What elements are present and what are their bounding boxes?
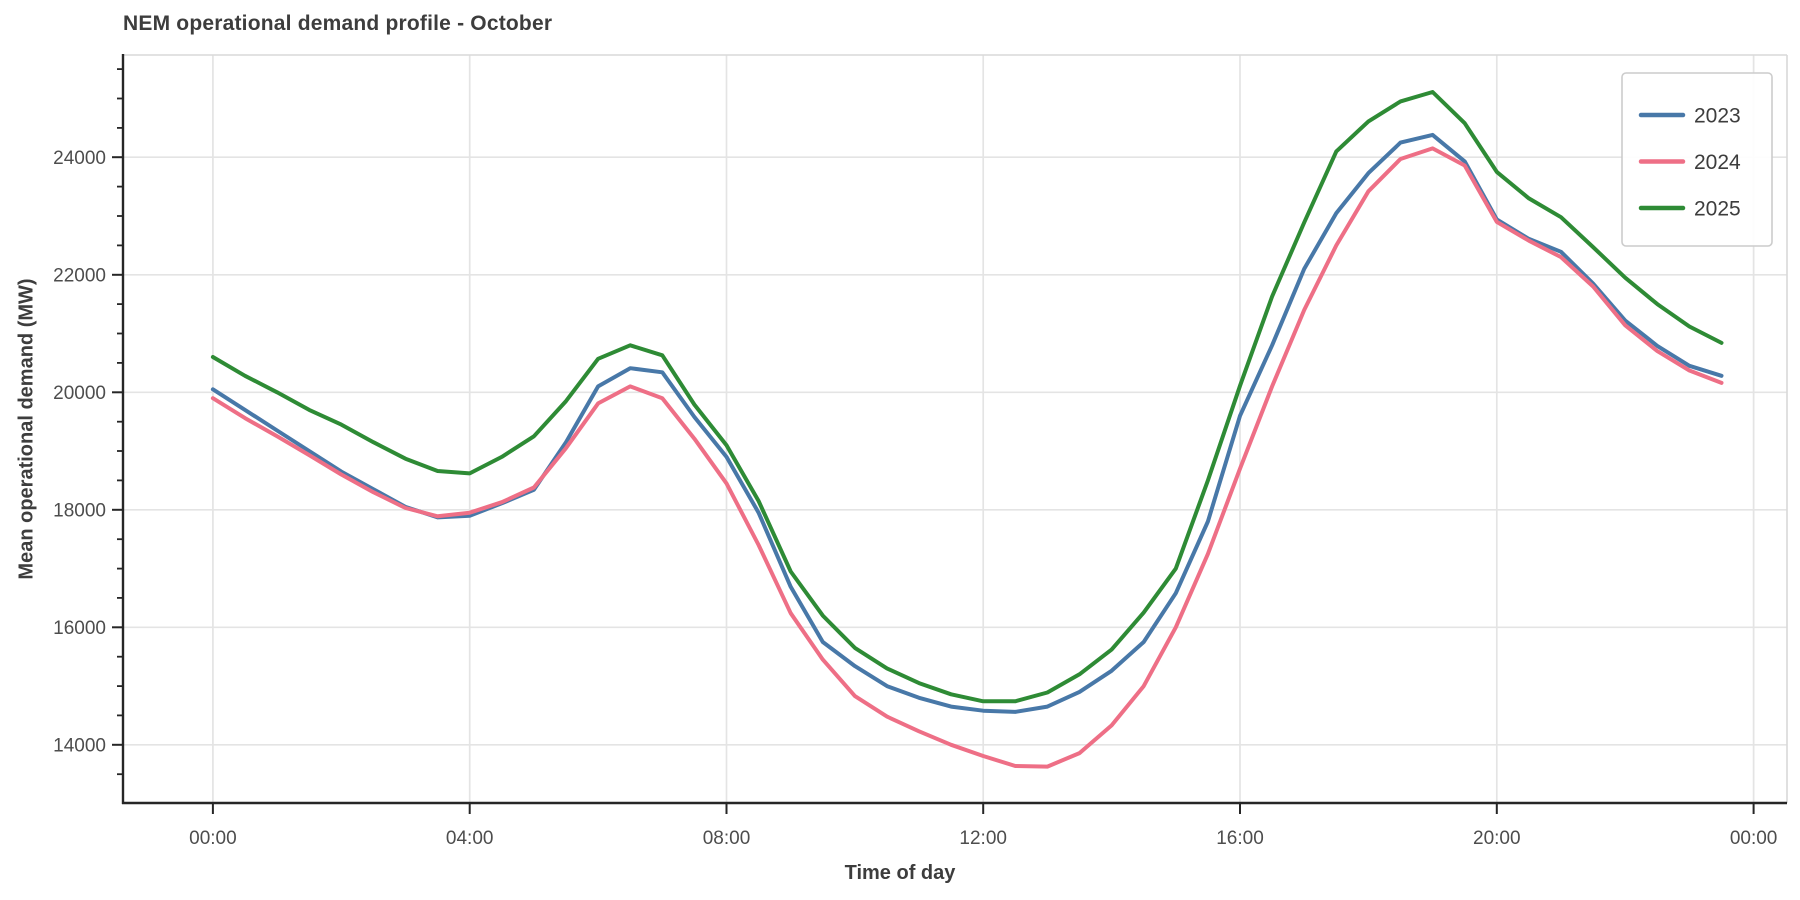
x-tick-label: 04:00 bbox=[446, 828, 494, 849]
chart-title: NEM operational demand profile - October bbox=[123, 12, 553, 35]
x-tick-label: 20:00 bbox=[1473, 828, 1521, 849]
x-tick-label: 08:00 bbox=[703, 828, 751, 849]
legend-item-2025: 2025 bbox=[1638, 197, 1741, 220]
x-axis-title: Time of day bbox=[844, 862, 956, 884]
y-tick-label: 16000 bbox=[53, 618, 106, 639]
series-line-2025 bbox=[210, 90, 1724, 704]
x-tick-label: 00:00 bbox=[189, 828, 237, 849]
legend-label-2024: 2024 bbox=[1694, 151, 1741, 174]
x-tick-label: 16:00 bbox=[1216, 828, 1264, 849]
y-tick-label: 24000 bbox=[53, 148, 106, 169]
legend-item-2023: 2023 bbox=[1638, 104, 1741, 127]
series-line-2024 bbox=[210, 146, 1724, 769]
y-tick-label: 22000 bbox=[53, 265, 106, 286]
legend-label-2025: 2025 bbox=[1694, 197, 1741, 220]
legend: 2023 2024 2025 bbox=[1621, 72, 1773, 247]
x-tick-label: 12:00 bbox=[959, 828, 1007, 849]
y-tick-label: 14000 bbox=[53, 735, 106, 756]
y-axis-title: Mean operational demand (MW) bbox=[15, 278, 38, 580]
y-tick-label: 20000 bbox=[53, 383, 106, 404]
x-tick-label: 00:00 bbox=[1730, 828, 1778, 849]
legend-item-2024: 2024 bbox=[1638, 151, 1741, 174]
y-tick-label: 18000 bbox=[53, 500, 106, 521]
legend-label-2023: 2023 bbox=[1694, 104, 1741, 127]
